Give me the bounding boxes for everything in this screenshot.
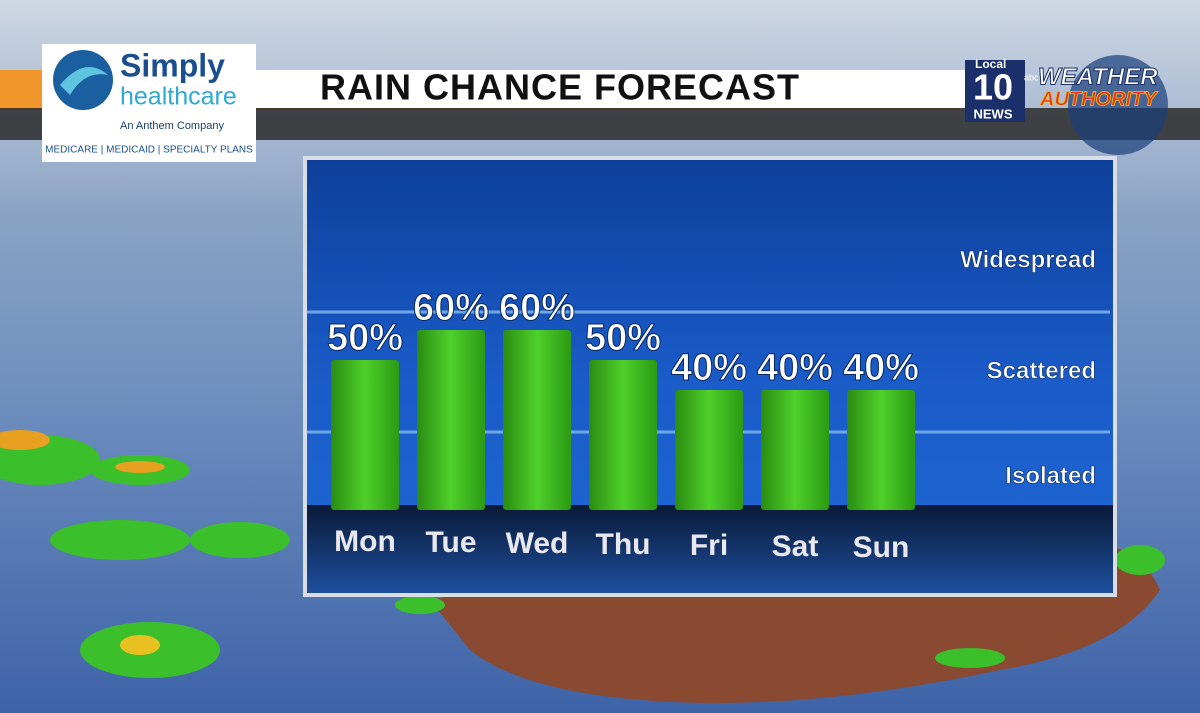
station-brand: AUTHORITY xyxy=(1039,88,1158,110)
value-label: 40% xyxy=(757,347,833,389)
sponsor-tagline: An Anthem Company xyxy=(120,120,224,132)
x-tick-label: Wed xyxy=(506,527,569,560)
sponsor-plans: MEDICARE | MEDICAID | SPECIALTY PLANS xyxy=(45,145,253,156)
bar xyxy=(675,390,743,510)
station-news: NEWS xyxy=(974,106,1013,121)
sponsor-name: Simply xyxy=(120,47,225,83)
x-tick-label: Mon xyxy=(334,525,396,558)
bar xyxy=(417,330,485,510)
x-tick-label: Sun xyxy=(853,531,910,564)
bar xyxy=(847,390,915,510)
value-label: 60% xyxy=(499,287,575,329)
band-label: Isolated xyxy=(1005,462,1096,489)
bar xyxy=(589,360,657,510)
value-label: 50% xyxy=(585,317,661,359)
bar xyxy=(331,360,399,510)
bar xyxy=(503,330,571,510)
sponsor-icon-swirl xyxy=(60,67,108,95)
chart-floor xyxy=(307,505,1113,593)
plot: Isolated Scattered Widespread 50% Mon 60% Tue 6… xyxy=(307,246,1110,564)
x-tick-label: Tue xyxy=(425,526,476,559)
header-bar xyxy=(255,70,965,108)
value-label: 40% xyxy=(671,347,747,389)
x-tick-label: Fri xyxy=(690,529,728,562)
value-label: 50% xyxy=(327,317,403,359)
x-tick-label: Sat xyxy=(772,530,819,563)
station-brand: WEATHER xyxy=(1038,63,1158,90)
band-label: Widespread xyxy=(960,246,1096,273)
chart-title: RAIN CHANCE FORECAST xyxy=(320,67,800,108)
bar xyxy=(761,390,829,510)
value-label: 40% xyxy=(843,347,919,389)
station-logo: Local 10 abc NEWS WEATHER AUTHORITY xyxy=(965,55,1168,155)
station-local: Local xyxy=(975,57,1006,71)
sponsor-name: healthcare xyxy=(120,83,237,111)
value-label: 60% xyxy=(413,287,489,329)
station-network: abc xyxy=(1024,72,1039,82)
x-tick-label: Thu xyxy=(596,528,651,561)
band-label: Scattered xyxy=(987,357,1096,384)
station-number: 10 xyxy=(973,67,1013,108)
